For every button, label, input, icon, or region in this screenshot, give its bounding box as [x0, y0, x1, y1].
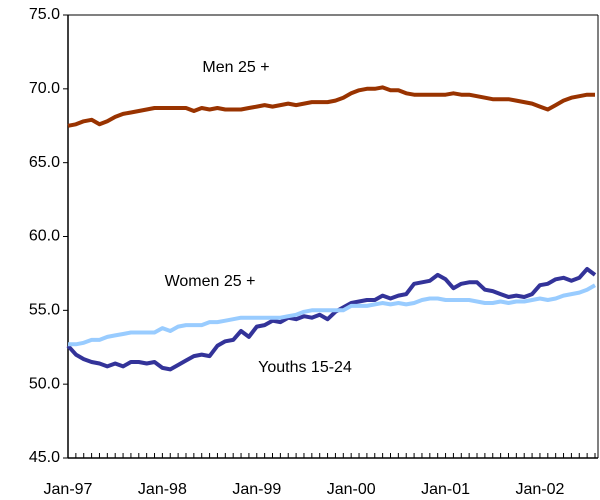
y-tick-label: 50.0: [29, 375, 60, 392]
x-tick-label: Jan-01: [421, 481, 470, 498]
y-tick-label: 55.0: [29, 302, 60, 319]
series-line: [68, 283, 596, 347]
series-line: [67, 85, 595, 128]
y-tick-label: 75.0: [29, 6, 60, 23]
x-tick-label: Jan-98: [138, 481, 187, 498]
x-tick-label: Jan-00: [327, 481, 376, 498]
x-tick-label: Jan-99: [232, 481, 281, 498]
x-tick-label: Jan-02: [515, 481, 564, 498]
annotation: Women 25 +: [165, 273, 256, 290]
y-tick-label: 65.0: [29, 154, 60, 171]
annotation: Men 25 +: [202, 59, 269, 76]
annotation: Youths 15-24: [258, 359, 352, 376]
y-tick-label: 60.0: [29, 228, 60, 245]
y-tick-label: 45.0: [29, 449, 60, 466]
y-tick-label: 70.0: [29, 80, 60, 97]
series-line: [66, 267, 597, 372]
x-tick-label: Jan-97: [44, 481, 93, 498]
